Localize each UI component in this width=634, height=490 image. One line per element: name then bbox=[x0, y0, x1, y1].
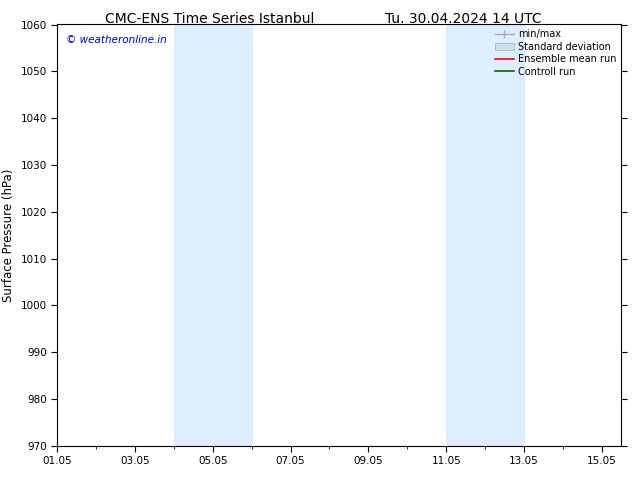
Bar bbox=[174, 24, 252, 446]
Bar bbox=[446, 24, 524, 446]
Legend: min/max, Standard deviation, Ensemble mean run, Controll run: min/max, Standard deviation, Ensemble me… bbox=[493, 27, 618, 78]
Text: Tu. 30.04.2024 14 UTC: Tu. 30.04.2024 14 UTC bbox=[384, 12, 541, 26]
Text: CMC-ENS Time Series Istanbul: CMC-ENS Time Series Istanbul bbox=[105, 12, 314, 26]
Text: © weatheronline.in: © weatheronline.in bbox=[65, 35, 166, 45]
Y-axis label: Surface Pressure (hPa): Surface Pressure (hPa) bbox=[2, 169, 15, 302]
